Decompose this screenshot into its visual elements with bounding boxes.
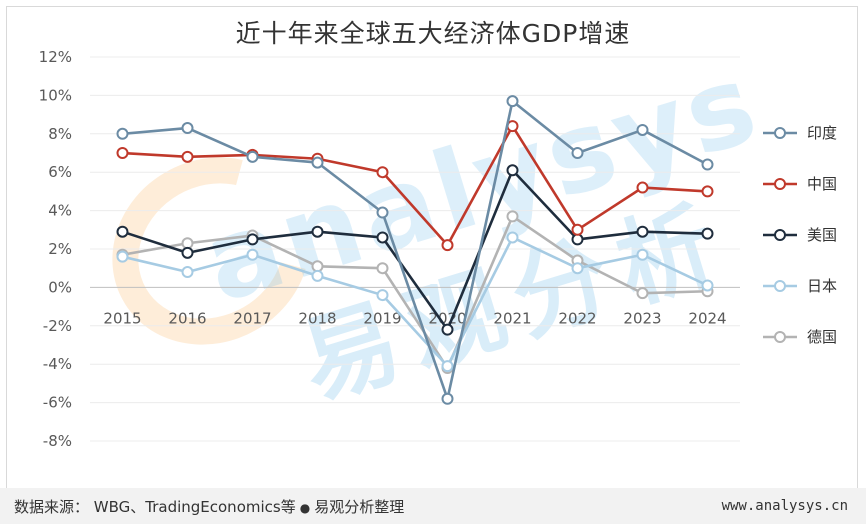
data-point [376, 289, 389, 302]
legend-label: 印度 [807, 124, 837, 142]
legend-swatch-marker [774, 178, 786, 190]
data-point [636, 248, 649, 261]
y-tick-label: 0% [48, 278, 72, 296]
data-source: 数据来源： WBG、TradingEconomics等 ● 易观分析整理 [14, 496, 404, 517]
x-axis-ticks: 2015 2016 2017 2018 2019 2020 2021 2022 2023 2024 [103, 309, 726, 327]
chart-title: 近十年来全球五大经济体GDP增速 [235, 19, 631, 48]
y-tick-label: -6% [43, 394, 72, 412]
data-point [181, 150, 194, 163]
y-tick-label: 10% [39, 86, 72, 104]
data-point [181, 237, 194, 250]
y-tick-label: 4% [48, 202, 72, 220]
data-point [246, 150, 259, 163]
legend-swatch-marker [774, 280, 786, 292]
y-tick-label: -4% [43, 355, 72, 373]
data-point [116, 250, 129, 263]
data-point [441, 323, 454, 336]
series-line [122, 168, 708, 331]
x-tick-label: 2022 [558, 309, 596, 327]
data-point [506, 95, 519, 108]
data-point [181, 122, 194, 135]
legend-item: 德国 [763, 328, 837, 346]
series-德国 [116, 210, 714, 375]
data-point [376, 262, 389, 275]
legend-item: 美国 [763, 226, 837, 244]
series-日本 [116, 231, 714, 373]
data-point [181, 246, 194, 259]
data-point [246, 233, 259, 246]
legend-label: 中国 [807, 175, 837, 193]
data-point [571, 223, 584, 236]
legend-item: 日本 [763, 277, 837, 295]
legend-label: 德国 [807, 328, 837, 346]
legend-label: 美国 [807, 226, 837, 244]
y-tick-label: -8% [43, 432, 72, 450]
y-tick-label: 12% [39, 48, 72, 66]
data-point [116, 127, 129, 140]
y-axis-ticks: -8% -6% -4% -2% 0% 2% 4% 6% 8% 10% 12% [39, 48, 72, 450]
x-tick-label: 2023 [623, 309, 661, 327]
data-point [506, 210, 519, 223]
data-point [441, 392, 454, 405]
data-point [701, 279, 714, 292]
series-美国 [116, 164, 714, 336]
data-point [116, 225, 129, 238]
data-point [571, 233, 584, 246]
y-tick-label: 8% [48, 125, 72, 143]
legend-swatch-marker [774, 127, 786, 139]
data-point [376, 206, 389, 219]
data-point [571, 147, 584, 159]
data-point [376, 231, 389, 244]
source-text: 数据来源： WBG、TradingEconomics等 [14, 498, 296, 516]
data-point [441, 360, 454, 373]
series-line [122, 215, 708, 370]
data-point [636, 181, 649, 194]
series-中国 [116, 120, 714, 252]
footer-bar [0, 488, 866, 524]
series-line [122, 236, 709, 368]
x-tick-label: 2016 [168, 309, 206, 327]
y-tick-label: 2% [48, 240, 72, 258]
x-tick-label: 2017 [233, 309, 271, 327]
data-point [441, 239, 454, 252]
series-印度 [116, 95, 714, 405]
source-suffix: 易观分析整理 [314, 498, 405, 516]
series-line [122, 99, 709, 401]
data-point [701, 158, 714, 171]
data-point [506, 164, 519, 177]
series-lines [116, 95, 714, 405]
y-tick-label: -2% [43, 317, 72, 335]
legend-label: 日本 [807, 277, 837, 295]
data-point [311, 156, 324, 169]
series-line [122, 124, 708, 247]
x-tick-label: 2021 [493, 309, 531, 327]
x-tick-label: 2024 [688, 309, 726, 327]
data-point [376, 166, 389, 179]
data-point [571, 262, 584, 275]
data-point [701, 227, 714, 240]
data-point [636, 287, 649, 300]
data-point [701, 185, 714, 198]
x-tick-label: 2019 [363, 309, 401, 327]
legend-swatch-marker [774, 331, 786, 343]
y-tick-label: 6% [48, 163, 72, 181]
x-tick-label: 2018 [298, 309, 336, 327]
data-point [311, 225, 324, 238]
data-point [181, 266, 194, 279]
x-tick-label: 2015 [103, 309, 141, 327]
data-point [636, 123, 649, 136]
data-point [311, 260, 324, 273]
legend-item: 中国 [763, 175, 837, 193]
data-point [246, 248, 259, 261]
data-point [116, 147, 129, 159]
legend-item: 印度 [763, 124, 837, 142]
data-point [311, 269, 324, 282]
website-url: www.analysys.cn [721, 498, 848, 514]
data-point [506, 231, 519, 244]
bullet-dot: ● [299, 501, 311, 515]
legend-swatch-marker [774, 229, 786, 241]
data-point [636, 225, 649, 238]
